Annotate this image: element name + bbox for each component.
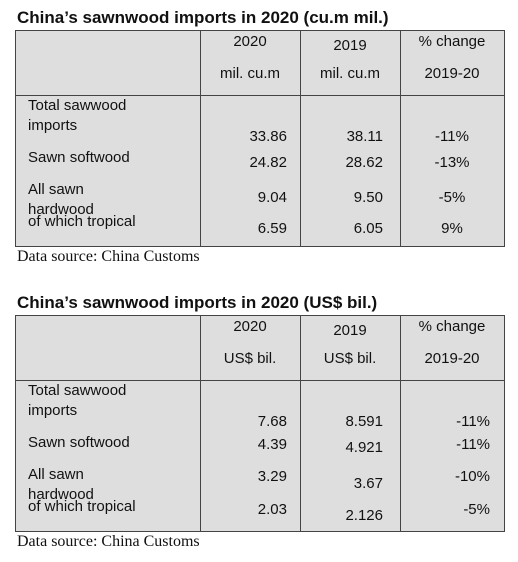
table	[15, 30, 505, 247]
table-title: China’s sawnwood imports in 2020 (US$ bi…	[17, 293, 378, 312]
table-title: China’s sawnwood imports in 2020 (cu.m m…	[17, 8, 389, 27]
row-label: Total sawwood imports	[28, 382, 127, 419]
column-rule	[200, 315, 201, 532]
cell-value: -11%	[456, 436, 490, 453]
column-header: 2019-20	[424, 350, 480, 367]
cell-value: 2.126	[345, 507, 383, 524]
column-rule	[200, 30, 201, 247]
cell-value: 38.11	[346, 128, 383, 145]
data-source: Data source: China Customs	[17, 533, 200, 550]
cell-value: 9.04	[257, 189, 287, 206]
row-label: All sawn hardwood	[28, 181, 94, 218]
cell-value: 8.591	[345, 413, 383, 430]
column-rule	[400, 315, 401, 532]
cell-value: -11%	[456, 413, 490, 430]
row-label: Total sawwood imports	[28, 97, 127, 134]
row-label: Sawn softwood	[28, 434, 130, 451]
column-rule	[300, 315, 301, 532]
cell-value: 9%	[441, 220, 463, 237]
cell-value: -10%	[454, 468, 490, 485]
column-header: 2020	[233, 318, 267, 335]
column-rule	[300, 30, 301, 247]
column-rule	[400, 30, 401, 247]
data-source: Data source: China Customs	[17, 248, 200, 265]
table	[15, 315, 505, 532]
column-header: % change	[418, 33, 486, 50]
header-rule	[15, 95, 505, 96]
cell-value: 33.86	[249, 128, 287, 145]
cell-value: 4.39	[257, 436, 287, 453]
cell-value: 4.921	[345, 439, 383, 456]
column-header: 2020	[233, 33, 267, 50]
cell-value: -5%	[438, 189, 466, 206]
cell-value: -13%	[434, 154, 470, 171]
row-label: of which tropical	[28, 498, 136, 515]
column-header: mil. cu.m	[220, 65, 280, 82]
row-label: Sawn softwood	[28, 149, 130, 166]
cell-value: 7.68	[257, 413, 287, 430]
cell-value: 2.03	[257, 501, 287, 518]
column-header: mil. cu.m	[320, 65, 380, 82]
column-header: 2019	[333, 37, 367, 54]
column-header: 2019	[333, 322, 367, 339]
cell-value: -5%	[463, 501, 490, 518]
column-header: US$ bil.	[223, 350, 277, 367]
column-header: % change	[418, 318, 486, 335]
cell-value: 3.29	[257, 468, 287, 485]
cell-value: -11%	[435, 128, 469, 145]
column-header: US$ bil.	[323, 350, 377, 367]
cell-value: 3.67	[353, 475, 383, 492]
cell-value: 6.59	[257, 220, 287, 237]
cell-value: 28.62	[345, 154, 383, 171]
cell-value: 9.50	[353, 189, 383, 206]
header-rule	[15, 380, 505, 381]
row-label: of which tropical	[28, 213, 136, 230]
row-label: All sawn hardwood	[28, 466, 94, 503]
cell-value: 6.05	[353, 220, 383, 237]
column-header: 2019-20	[424, 65, 480, 82]
cell-value: 24.82	[249, 154, 287, 171]
